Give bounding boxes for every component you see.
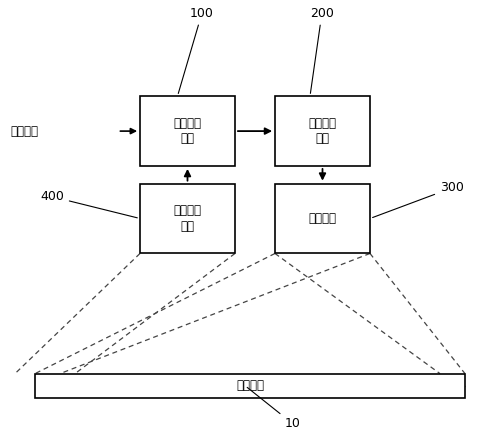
Bar xyxy=(35,374,465,398)
Text: 投影单元: 投影单元 xyxy=(308,212,336,225)
Text: 200: 200 xyxy=(310,7,334,94)
Bar xyxy=(275,96,370,166)
Text: 图像处理
单元: 图像处理 单元 xyxy=(308,117,336,145)
Text: 400: 400 xyxy=(40,190,138,218)
Text: 投影内容: 投影内容 xyxy=(10,125,38,138)
Text: 300: 300 xyxy=(372,181,464,218)
Text: 图像获取
单元: 图像获取 单元 xyxy=(174,205,202,232)
Text: 100: 100 xyxy=(178,7,214,94)
Text: 图像分析
单元: 图像分析 单元 xyxy=(174,117,202,145)
Text: 投影屏幕: 投影屏幕 xyxy=(236,379,264,392)
Text: 10: 10 xyxy=(247,387,301,430)
Bar xyxy=(275,184,370,253)
Bar xyxy=(140,96,235,166)
Bar xyxy=(140,184,235,253)
